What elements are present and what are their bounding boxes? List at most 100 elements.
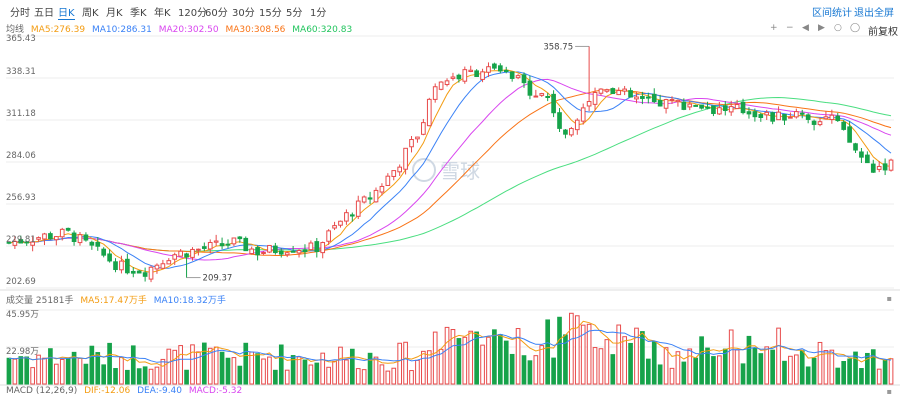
volume-ma5: MA5:17.47万手: [80, 296, 147, 306]
candle-body: [196, 248, 201, 251]
volume-bar: [622, 336, 627, 385]
candle-body: [24, 241, 30, 244]
candle-body: [130, 270, 136, 274]
candle-body: [752, 111, 758, 118]
volume-bar: [486, 336, 491, 385]
volume-bar: [865, 352, 870, 385]
macd-settings-icon[interactable]: ▪: [886, 387, 892, 396]
volume-bar: [249, 351, 255, 385]
candle-body: [42, 233, 47, 240]
zoom-out-icon[interactable]: −: [786, 23, 794, 33]
volume-bar: [296, 356, 302, 385]
candle-body: [468, 69, 474, 72]
volume-bar: [432, 331, 438, 385]
volume-bar: [231, 357, 237, 385]
candle-body: [338, 220, 343, 226]
volume-bar: [219, 351, 225, 385]
interval-stats-button[interactable]: 区间统计: [812, 8, 852, 19]
tab-period-1[interactable]: 五日: [34, 8, 54, 19]
tab-period-9[interactable]: 30分: [232, 8, 255, 19]
volume-bar: [604, 339, 610, 385]
price-tick-label: 256.93: [6, 193, 36, 203]
volume-bar: [36, 354, 41, 385]
tab-period-7[interactable]: 120分: [178, 8, 208, 19]
legend-ma60: MA60:320.83: [292, 25, 353, 35]
price-tick-label: 365.43: [6, 34, 36, 44]
adjust-mode-select[interactable]: 前复权: [868, 27, 898, 38]
tab-period-6[interactable]: 年K: [154, 8, 171, 19]
candle-body: [705, 106, 710, 109]
volume-bar: [811, 357, 817, 385]
volume-bar: [403, 341, 408, 385]
tab-period-8[interactable]: 60分: [205, 8, 228, 19]
tab-period-12[interactable]: 1分: [310, 8, 327, 19]
volume-bar: [302, 359, 308, 385]
settings-icon[interactable]: ◯: [850, 23, 861, 33]
candle-body: [539, 93, 545, 96]
candle-body: [728, 106, 734, 113]
candle-body: [592, 91, 598, 105]
tab-period-4[interactable]: 月K: [106, 8, 123, 19]
candle-body: [681, 101, 687, 110]
candle-body: [296, 250, 302, 254]
candle-body: [77, 234, 83, 244]
tab-period-2[interactable]: 日K: [58, 4, 75, 20]
volume-bar: [332, 360, 337, 385]
move-right-icon[interactable]: ▶: [818, 23, 825, 33]
volume-bar: [770, 349, 775, 385]
volume-bar: [533, 355, 539, 385]
volume-bar: [101, 364, 107, 385]
candle-body: [213, 240, 219, 243]
volume-bar: [805, 366, 811, 385]
volume-bar: [30, 367, 35, 385]
low-price-annotation: 209.37: [203, 274, 233, 284]
candle-body: [397, 166, 403, 173]
volume-bar: [142, 366, 148, 385]
volume-bar: [421, 350, 426, 385]
tab-period-10[interactable]: 15分: [259, 8, 282, 19]
volume-bar: [876, 368, 882, 385]
candle-body: [853, 143, 858, 151]
volume-bar: [65, 357, 71, 385]
volume-bar: [663, 347, 669, 385]
volume-bar: [657, 364, 663, 385]
candle-body: [403, 147, 408, 170]
move-left-icon[interactable]: ◀: [802, 23, 809, 33]
candle-body: [142, 272, 148, 277]
candle-body: [284, 252, 290, 256]
volume-bar: [148, 368, 154, 385]
tab-period-3[interactable]: 周K: [82, 8, 99, 19]
candle-body: [823, 116, 829, 120]
volume-bar: [59, 358, 65, 385]
volume-settings-icon[interactable]: ▪: [886, 294, 892, 303]
volume-bar: [444, 326, 450, 385]
zoom-in-icon[interactable]: +: [770, 23, 778, 33]
volume-bar: [326, 366, 331, 385]
candle-body: [450, 76, 456, 79]
candle-body: [344, 212, 349, 222]
volume-bar: [355, 368, 361, 385]
macd-dea: DEA:-9.40: [137, 386, 183, 396]
volume-bar: [349, 348, 355, 385]
tab-period-11[interactable]: 5分: [286, 8, 303, 19]
candle-body: [699, 104, 704, 109]
macd-value: MACD:-5.32: [188, 386, 243, 396]
candle-body: [367, 197, 373, 200]
candle-body: [521, 74, 527, 84]
macd-dif: DIF:-12.06: [84, 386, 131, 396]
volume-bar: [12, 358, 18, 385]
exit-fullscreen-button[interactable]: 退出全屏: [854, 8, 894, 19]
candle-body: [746, 111, 752, 115]
candle-body: [740, 101, 746, 114]
volume-bar: [539, 345, 545, 385]
candle-body: [136, 270, 142, 274]
volume-bar: [255, 353, 260, 385]
volume-bar: [125, 369, 130, 385]
tab-period-5[interactable]: 季K: [130, 8, 147, 19]
candle-body: [788, 116, 793, 119]
reset-icon[interactable]: ○: [834, 23, 842, 33]
candle-body: [586, 101, 592, 107]
candle-body: [557, 112, 562, 129]
watermark-text: 雪球: [440, 159, 480, 183]
tab-period-0[interactable]: 分时: [10, 8, 30, 19]
